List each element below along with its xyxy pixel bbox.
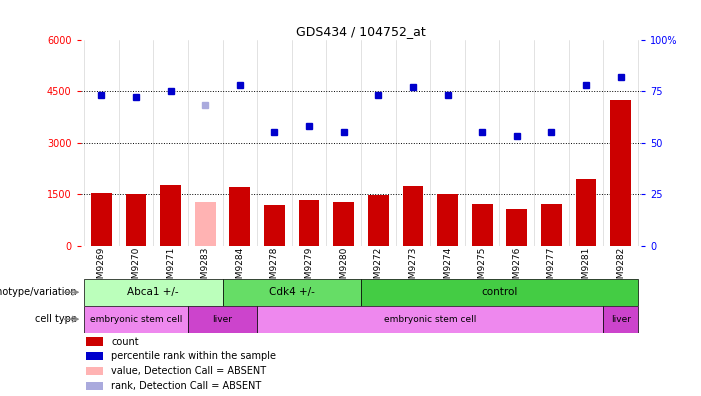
Bar [84,306,188,333]
Text: liver: liver [212,315,233,324]
Bar [333,202,354,246]
Text: genotype/variation: genotype/variation [0,287,77,297]
Bar [402,187,423,246]
Bar [257,306,604,333]
Bar [472,204,493,246]
Text: rank, Detection Call = ABSENT: rank, Detection Call = ABSENT [111,381,261,391]
Text: percentile rank within the sample: percentile rank within the sample [111,351,276,362]
Bar [299,200,320,246]
Bar [604,306,638,333]
Bar [506,209,527,246]
Title: GDS434 / 104752_at: GDS434 / 104752_at [296,25,426,38]
Text: value, Detection Call = ABSENT: value, Detection Call = ABSENT [111,366,266,376]
Bar [86,352,103,360]
Bar [195,202,216,246]
Bar [86,367,103,375]
Bar [361,279,638,306]
Text: embryonic stem cell: embryonic stem cell [90,315,182,324]
Bar [541,204,562,246]
Bar [161,185,181,246]
Bar [611,100,631,246]
Bar [188,306,257,333]
Bar [86,337,103,346]
Text: liver: liver [611,315,631,324]
Bar [84,279,222,306]
Bar [91,193,111,246]
Text: Abca1 +/-: Abca1 +/- [128,287,179,297]
Text: cell type: cell type [35,314,77,324]
Bar [222,279,361,306]
Bar [368,195,389,246]
Text: count: count [111,337,139,346]
Bar [576,179,597,246]
Text: Cdk4 +/-: Cdk4 +/- [269,287,315,297]
Text: embryonic stem cell: embryonic stem cell [384,315,477,324]
Bar [264,205,285,246]
Bar [229,187,250,246]
Bar [86,382,103,390]
Bar [437,194,458,246]
Bar [125,194,147,246]
Text: control: control [482,287,517,297]
